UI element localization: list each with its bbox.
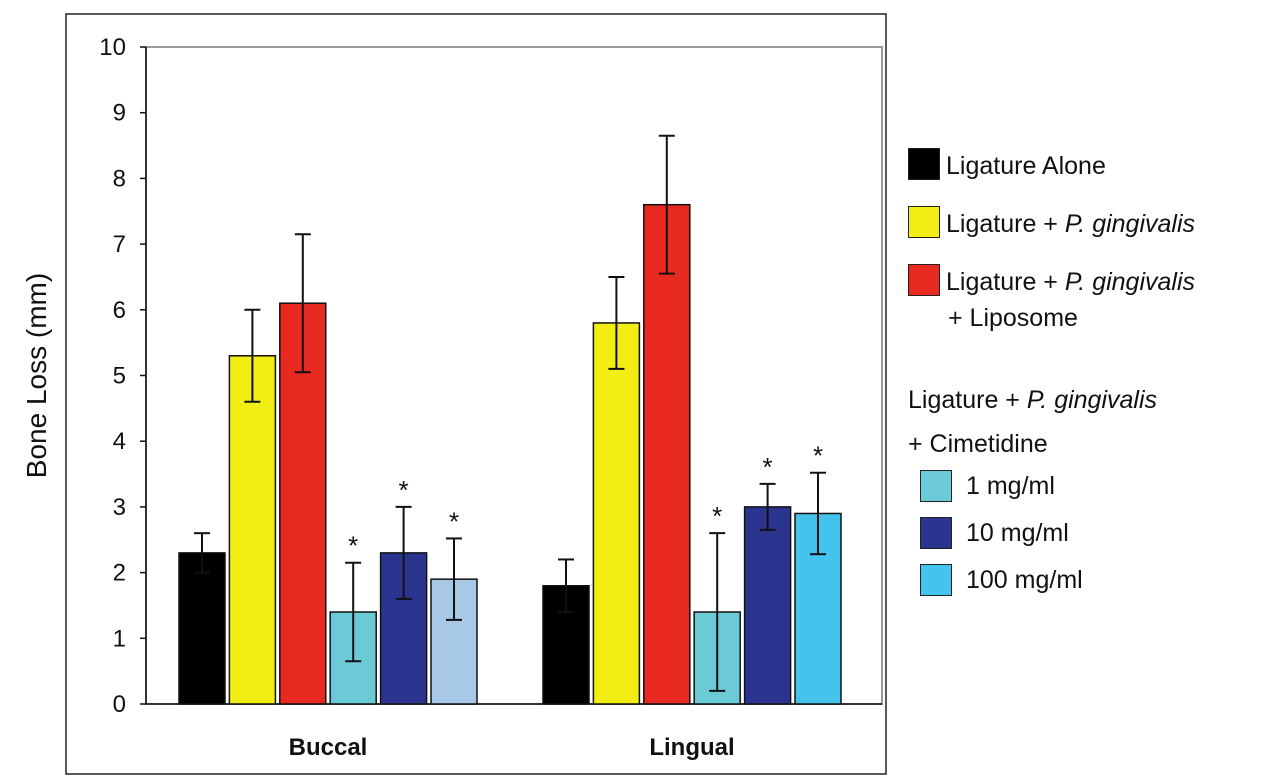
legend-label: 1 mg/ml [966,471,1055,500]
bar [178,552,226,705]
legend-swatch-10mg [920,517,952,549]
legend-item-1mg: 1 mg/ml [920,470,1268,502]
y-tick-label: 1 [113,625,126,652]
y-tick-label: 7 [113,231,126,258]
y-tick-label: 0 [113,691,126,718]
legend-item-ligature-alone: Ligature Alone [908,148,1268,184]
x-category-label: Buccal [289,734,368,761]
legend-label: Ligature Alone [946,152,1106,180]
y-tick-label: 10 [99,34,126,61]
legend-item-10mg: 10 mg/ml [920,517,1268,549]
significance-marker: * [399,475,409,505]
legend: Ligature Alone Ligature + P. gingivalis … [908,148,1268,611]
figure-frame [65,13,887,775]
bar [643,203,691,705]
legend-item-ligature-pg-liposome: Ligature + P. gingivalis + Liposome [908,264,1268,336]
legend-label: 100 mg/ml [966,565,1083,594]
legend-group-header: Ligature + P. gingivalis + Cimetidine [908,386,1158,458]
y-tick-label: 9 [113,100,126,127]
y-tick-label: 3 [113,494,126,521]
legend-label: Ligature + P. gingivalis + Liposome [946,268,1196,332]
y-axis-label: Bone Loss (mm) [21,273,52,478]
significance-marker: * [763,452,773,482]
legend-item-ligature-pg: Ligature + P. gingivalis [908,206,1268,242]
significance-marker: * [348,531,358,561]
bar [743,506,792,705]
bar [592,322,641,705]
significance-marker: * [712,501,722,531]
legend-swatch-ligature-alone [908,148,940,180]
y-tick-label: 5 [113,363,126,390]
bar [228,355,277,705]
legend-label: Ligature + P. gingivalis [946,210,1196,238]
legend-swatch-ligature-pg-liposome [908,264,940,296]
y-tick-label: 2 [113,560,126,587]
legend-swatch-100mg [920,564,952,596]
y-tick-label: 6 [113,297,126,324]
y-tick-label: 4 [113,428,126,455]
legend-item-100mg: 100 mg/ml [920,564,1268,596]
legend-label: 10 mg/ml [966,518,1069,547]
significance-marker: * [449,506,459,536]
y-tick-label: 8 [113,165,126,192]
legend-swatch-ligature-pg [908,206,940,238]
significance-marker: * [813,441,823,471]
legend-swatch-1mg [920,470,952,502]
x-category-label: Lingual [649,734,734,761]
